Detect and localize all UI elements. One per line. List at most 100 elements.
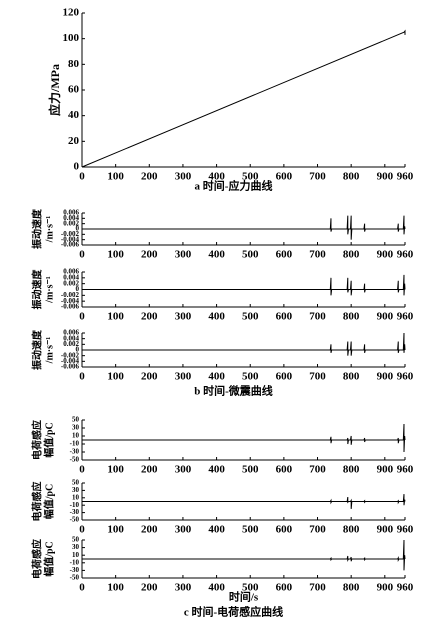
x-tick-label: 960 bbox=[397, 249, 414, 261]
y-tick-label: 80 bbox=[68, 58, 80, 70]
x-tick-label: 100 bbox=[107, 524, 124, 536]
x-tick-label: 200 bbox=[141, 524, 158, 536]
x-tick-label: 300 bbox=[175, 582, 192, 594]
x-tick-label: 200 bbox=[141, 249, 158, 261]
x-tick-label: 960 bbox=[397, 311, 414, 323]
x-tick-label: 960 bbox=[397, 582, 414, 594]
y-tick-label: -30 bbox=[70, 448, 80, 456]
x-tick-label: 500 bbox=[242, 464, 259, 476]
x-tick-label: 300 bbox=[175, 311, 192, 323]
x-tick-label: 0 bbox=[79, 371, 85, 383]
y-tick-label: 0.004 bbox=[63, 334, 79, 342]
y-tick-label: 10 bbox=[72, 551, 80, 559]
x-tick-label: 700 bbox=[309, 371, 326, 383]
x-tick-label: 300 bbox=[175, 371, 192, 383]
data-line bbox=[81, 29, 406, 168]
y-tick-label: -50 bbox=[70, 456, 80, 464]
data-line bbox=[82, 274, 406, 296]
x-tick-label: 600 bbox=[276, 249, 293, 261]
data-line bbox=[82, 539, 406, 571]
y-axis-label: 电荷感应 bbox=[30, 482, 43, 522]
y-tick-label: 0.002 bbox=[63, 279, 79, 287]
y-tick-label: 30 bbox=[72, 543, 80, 551]
y-tick-label: 50 bbox=[72, 536, 80, 544]
x-tick-label: 0 bbox=[79, 464, 85, 476]
x-tick-label: 100 bbox=[107, 371, 124, 383]
y-tick-label: 30 bbox=[72, 486, 80, 494]
x-tick-label: 700 bbox=[309, 249, 326, 261]
x-tick-label: 200 bbox=[141, 582, 158, 594]
x-tick-label: 500 bbox=[242, 371, 259, 383]
y-tick-label: 60 bbox=[68, 84, 80, 96]
y-tick-label: 10 bbox=[72, 432, 80, 440]
x-tick-label: 100 bbox=[107, 171, 124, 183]
y-tick-label: 0.004 bbox=[63, 273, 79, 281]
x-tick-label: 300 bbox=[175, 464, 192, 476]
y-tick-label: 0 bbox=[76, 225, 80, 233]
x-tick-label: 960 bbox=[397, 171, 414, 183]
x-tick-label: 800 bbox=[343, 249, 360, 261]
x-tick-label: 900 bbox=[377, 249, 394, 261]
y-tick-label: -50 bbox=[70, 516, 80, 524]
x-tick-label: 300 bbox=[175, 249, 192, 261]
y-tick-label: 50 bbox=[72, 479, 80, 487]
x-tick-label: 400 bbox=[208, 524, 225, 536]
x-tick-label: 900 bbox=[377, 582, 394, 594]
y-tick-label: 0.004 bbox=[63, 214, 79, 222]
x-tick-label: 900 bbox=[377, 371, 394, 383]
x-tick-label: 100 bbox=[107, 582, 124, 594]
y-axis-label: 振动速度 bbox=[30, 208, 43, 249]
x-tick-label: 0 bbox=[79, 582, 85, 594]
x-tick-label: 800 bbox=[343, 171, 360, 183]
x-tick-label: 800 bbox=[343, 524, 360, 536]
y-tick-label: 0.002 bbox=[63, 219, 79, 227]
y-tick-label: -0.002 bbox=[61, 291, 80, 299]
y-tick-label: -0.004 bbox=[61, 235, 80, 243]
caption: c 时间-电荷感应曲线 bbox=[184, 605, 283, 619]
x-tick-label: 600 bbox=[276, 582, 293, 594]
x-tick-label: 400 bbox=[208, 249, 225, 261]
caption: a 时间-应力曲线 bbox=[195, 179, 273, 193]
y-tick-label: 0.002 bbox=[63, 340, 79, 348]
y-tick-label: 20 bbox=[68, 135, 80, 147]
data-line bbox=[82, 332, 406, 356]
x-tick-label: 0 bbox=[79, 524, 85, 536]
x-tick-label: 300 bbox=[175, 171, 192, 183]
y-tick-label: 0 bbox=[76, 285, 80, 293]
x-tick-label: 200 bbox=[141, 311, 158, 323]
x-tick-label: 200 bbox=[141, 371, 158, 383]
x-tick-label: 400 bbox=[208, 371, 225, 383]
y-axis-label: 电荷感应 bbox=[30, 539, 43, 579]
x-tick-label: 400 bbox=[208, 171, 225, 183]
y-tick-label: 0.006 bbox=[63, 268, 79, 276]
x-tick-label: 200 bbox=[141, 171, 158, 183]
y-tick-label: 30 bbox=[72, 424, 80, 432]
data-line bbox=[82, 215, 406, 240]
x-tick-label: 100 bbox=[107, 464, 124, 476]
y-axis-label: /m·s⁻¹ bbox=[44, 216, 55, 244]
x-tick-label: 800 bbox=[343, 464, 360, 476]
y-tick-label: -10 bbox=[70, 558, 80, 566]
x-tick-label: 500 bbox=[242, 582, 259, 594]
x-tick-label: 600 bbox=[276, 371, 293, 383]
x-tick-label: 300 bbox=[175, 524, 192, 536]
x-tick-label: 600 bbox=[276, 311, 293, 323]
x-tick-label: 700 bbox=[309, 311, 326, 323]
x-tick-label: 200 bbox=[141, 464, 158, 476]
x-tick-label: 700 bbox=[309, 582, 326, 594]
y-tick-label: -0.002 bbox=[61, 351, 80, 359]
x-tick-label: 400 bbox=[208, 582, 225, 594]
y-tick-label: 120 bbox=[63, 7, 80, 19]
x-tick-label: 500 bbox=[242, 171, 259, 183]
x-tick-label: 900 bbox=[377, 311, 394, 323]
x-tick-label: 600 bbox=[276, 464, 293, 476]
data-line bbox=[82, 423, 406, 453]
y-tick-label: 40 bbox=[68, 109, 80, 121]
x-tick-label: 800 bbox=[343, 371, 360, 383]
y-axis-label: /m·s⁻¹ bbox=[44, 276, 55, 304]
x-tick-label: 900 bbox=[377, 171, 394, 183]
x-tick-label: 700 bbox=[309, 464, 326, 476]
y-axis-label: 幅值/pC bbox=[42, 541, 55, 577]
data-line bbox=[82, 494, 406, 509]
y-tick-label: -10 bbox=[70, 501, 80, 509]
